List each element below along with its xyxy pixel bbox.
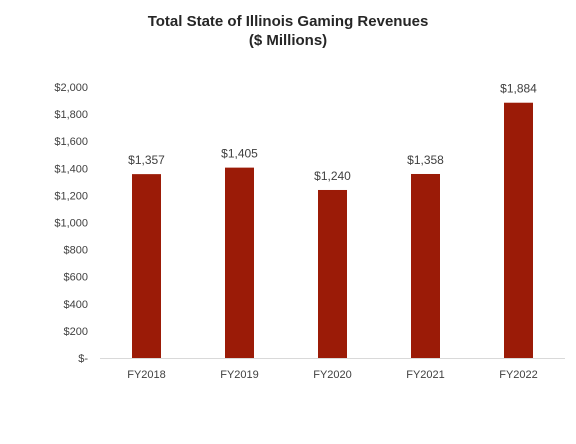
chart-title: Total State of Illinois Gaming Revenues [148, 13, 429, 30]
x-tick-label: FY2020 [313, 369, 352, 381]
bar [318, 189, 347, 358]
bar [225, 167, 254, 358]
y-tick-label: $800 [64, 245, 88, 257]
x-tick-label: FY2022 [499, 369, 538, 381]
bars [132, 102, 533, 358]
bar [132, 174, 161, 358]
data-label: $1,358 [407, 153, 444, 167]
y-tick-label: $2,000 [54, 82, 88, 94]
y-tick-label: $1,600 [54, 136, 88, 148]
y-tick-label: $600 [64, 272, 88, 284]
data-label: $1,405 [221, 147, 258, 161]
x-axis-tick-labels: FY2018 FY2019 FY2020 FY2021 FY2022 [127, 369, 538, 381]
y-tick-label: $- [78, 353, 88, 365]
bar [504, 102, 533, 358]
y-tick-label: $1,400 [54, 163, 88, 175]
data-labels: $1,357 $1,405 $1,240 $1,358 $1,884 [128, 82, 537, 183]
y-tick-label: $1,000 [54, 218, 88, 230]
data-label: $1,240 [314, 169, 351, 183]
y-tick-label: $400 [64, 299, 88, 311]
x-tick-label: FY2019 [220, 369, 259, 381]
x-tick-label: FY2018 [127, 369, 166, 381]
chart-subtitle: ($ Millions) [249, 32, 327, 49]
x-tick-label: FY2021 [406, 369, 445, 381]
y-tick-label: $200 [64, 326, 88, 338]
y-tick-label: $1,800 [54, 109, 88, 121]
bar [411, 173, 440, 358]
y-axis-tick-labels: $- $200 $400 $600 $800 $1,000 $1,200 $1,400 $1,6… [54, 82, 88, 365]
data-label: $1,357 [128, 153, 165, 167]
y-tick-label: $1,200 [54, 190, 88, 202]
data-label: $1,884 [500, 82, 537, 96]
